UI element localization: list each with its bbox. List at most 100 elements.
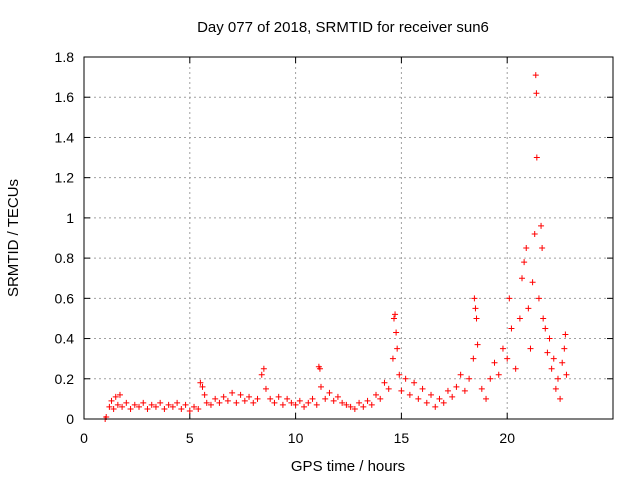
data-point [508, 325, 515, 332]
data-point [436, 395, 443, 402]
data-point [419, 385, 426, 392]
data-point [402, 375, 409, 382]
data-point [216, 399, 223, 406]
data-point [275, 393, 282, 400]
data-point [432, 403, 439, 410]
data-point [110, 405, 117, 412]
data-point [322, 395, 329, 402]
data-point [525, 305, 532, 312]
data-point [544, 349, 551, 356]
data-point [212, 395, 219, 402]
grid-layer [84, 57, 613, 419]
data-point [131, 401, 138, 408]
data-point [316, 365, 323, 372]
data-point [199, 383, 206, 390]
data-point [229, 389, 236, 396]
data-point [178, 405, 185, 412]
y-tick-label: 1.6 [55, 89, 75, 105]
data-point [546, 335, 553, 342]
data-point [136, 403, 143, 410]
y-tick-label: 0.4 [55, 331, 75, 347]
data-point [552, 385, 559, 392]
data-point [428, 391, 435, 398]
data-point [563, 371, 570, 378]
data-point [233, 399, 240, 406]
data-point [292, 401, 299, 408]
point-layer [102, 72, 570, 422]
data-point [540, 315, 547, 322]
data-point [301, 403, 308, 410]
data-point [108, 397, 115, 404]
data-point [305, 399, 312, 406]
data-point [472, 305, 479, 312]
data-point [203, 399, 210, 406]
data-point [390, 315, 397, 322]
data-point [152, 403, 159, 410]
y-tick-label: 0 [66, 411, 74, 427]
data-point [279, 401, 286, 408]
data-point [449, 393, 456, 400]
data-point [260, 365, 267, 372]
data-point [191, 403, 198, 410]
data-point [495, 371, 502, 378]
data-point [288, 399, 295, 406]
data-point [527, 345, 534, 352]
data-point [334, 393, 341, 400]
data-point [140, 399, 147, 406]
data-point [538, 222, 545, 229]
data-point [356, 399, 363, 406]
data-point [197, 379, 204, 386]
data-point [392, 311, 399, 318]
data-point [532, 72, 539, 79]
x-axis-label: GPS time / hours [291, 458, 405, 475]
data-point [470, 355, 477, 362]
data-point [360, 403, 367, 410]
data-point [258, 371, 265, 378]
data-point [491, 359, 498, 366]
plot-frame [83, 56, 614, 420]
x-tick-label: 0 [80, 430, 88, 446]
x-tick-label: 15 [394, 430, 410, 446]
data-point [561, 345, 568, 352]
data-point [393, 329, 400, 336]
data-point [523, 245, 530, 252]
data-point [123, 399, 130, 406]
data-point [182, 401, 189, 408]
data-point [562, 331, 569, 338]
y-tick-label: 0.6 [55, 290, 75, 306]
data-point [533, 154, 540, 161]
data-point [144, 405, 151, 412]
data-point [461, 387, 468, 394]
data-point [557, 395, 564, 402]
data-point [554, 375, 561, 382]
data-point [161, 405, 168, 412]
data-point [474, 341, 481, 348]
data-point [478, 385, 485, 392]
data-point [224, 397, 231, 404]
data-point [165, 401, 172, 408]
data-point [246, 393, 253, 400]
data-point [343, 401, 350, 408]
data-point [487, 375, 494, 382]
data-point [373, 391, 380, 398]
data-point [506, 295, 513, 302]
data-point [364, 397, 371, 404]
data-point [473, 315, 480, 322]
data-point [351, 405, 358, 412]
y-tick-label: 1.8 [55, 49, 75, 65]
data-point [339, 399, 346, 406]
y-tick-label: 0.8 [55, 250, 75, 266]
data-point [548, 365, 555, 372]
data-point [271, 399, 278, 406]
data-point [559, 359, 566, 366]
y-tick-label: 0.2 [55, 371, 75, 387]
data-point [471, 295, 478, 302]
data-point [174, 399, 181, 406]
data-point [457, 371, 464, 378]
tick-layer: 0 5 10 15 20 0 0.2 0.4 0.6 0.8 1 1.2 1.4 1.6 1.8 [55, 49, 613, 446]
data-point [262, 385, 269, 392]
data-point [396, 371, 403, 378]
data-point [347, 403, 354, 410]
data-point [415, 395, 422, 402]
data-point [542, 325, 549, 332]
